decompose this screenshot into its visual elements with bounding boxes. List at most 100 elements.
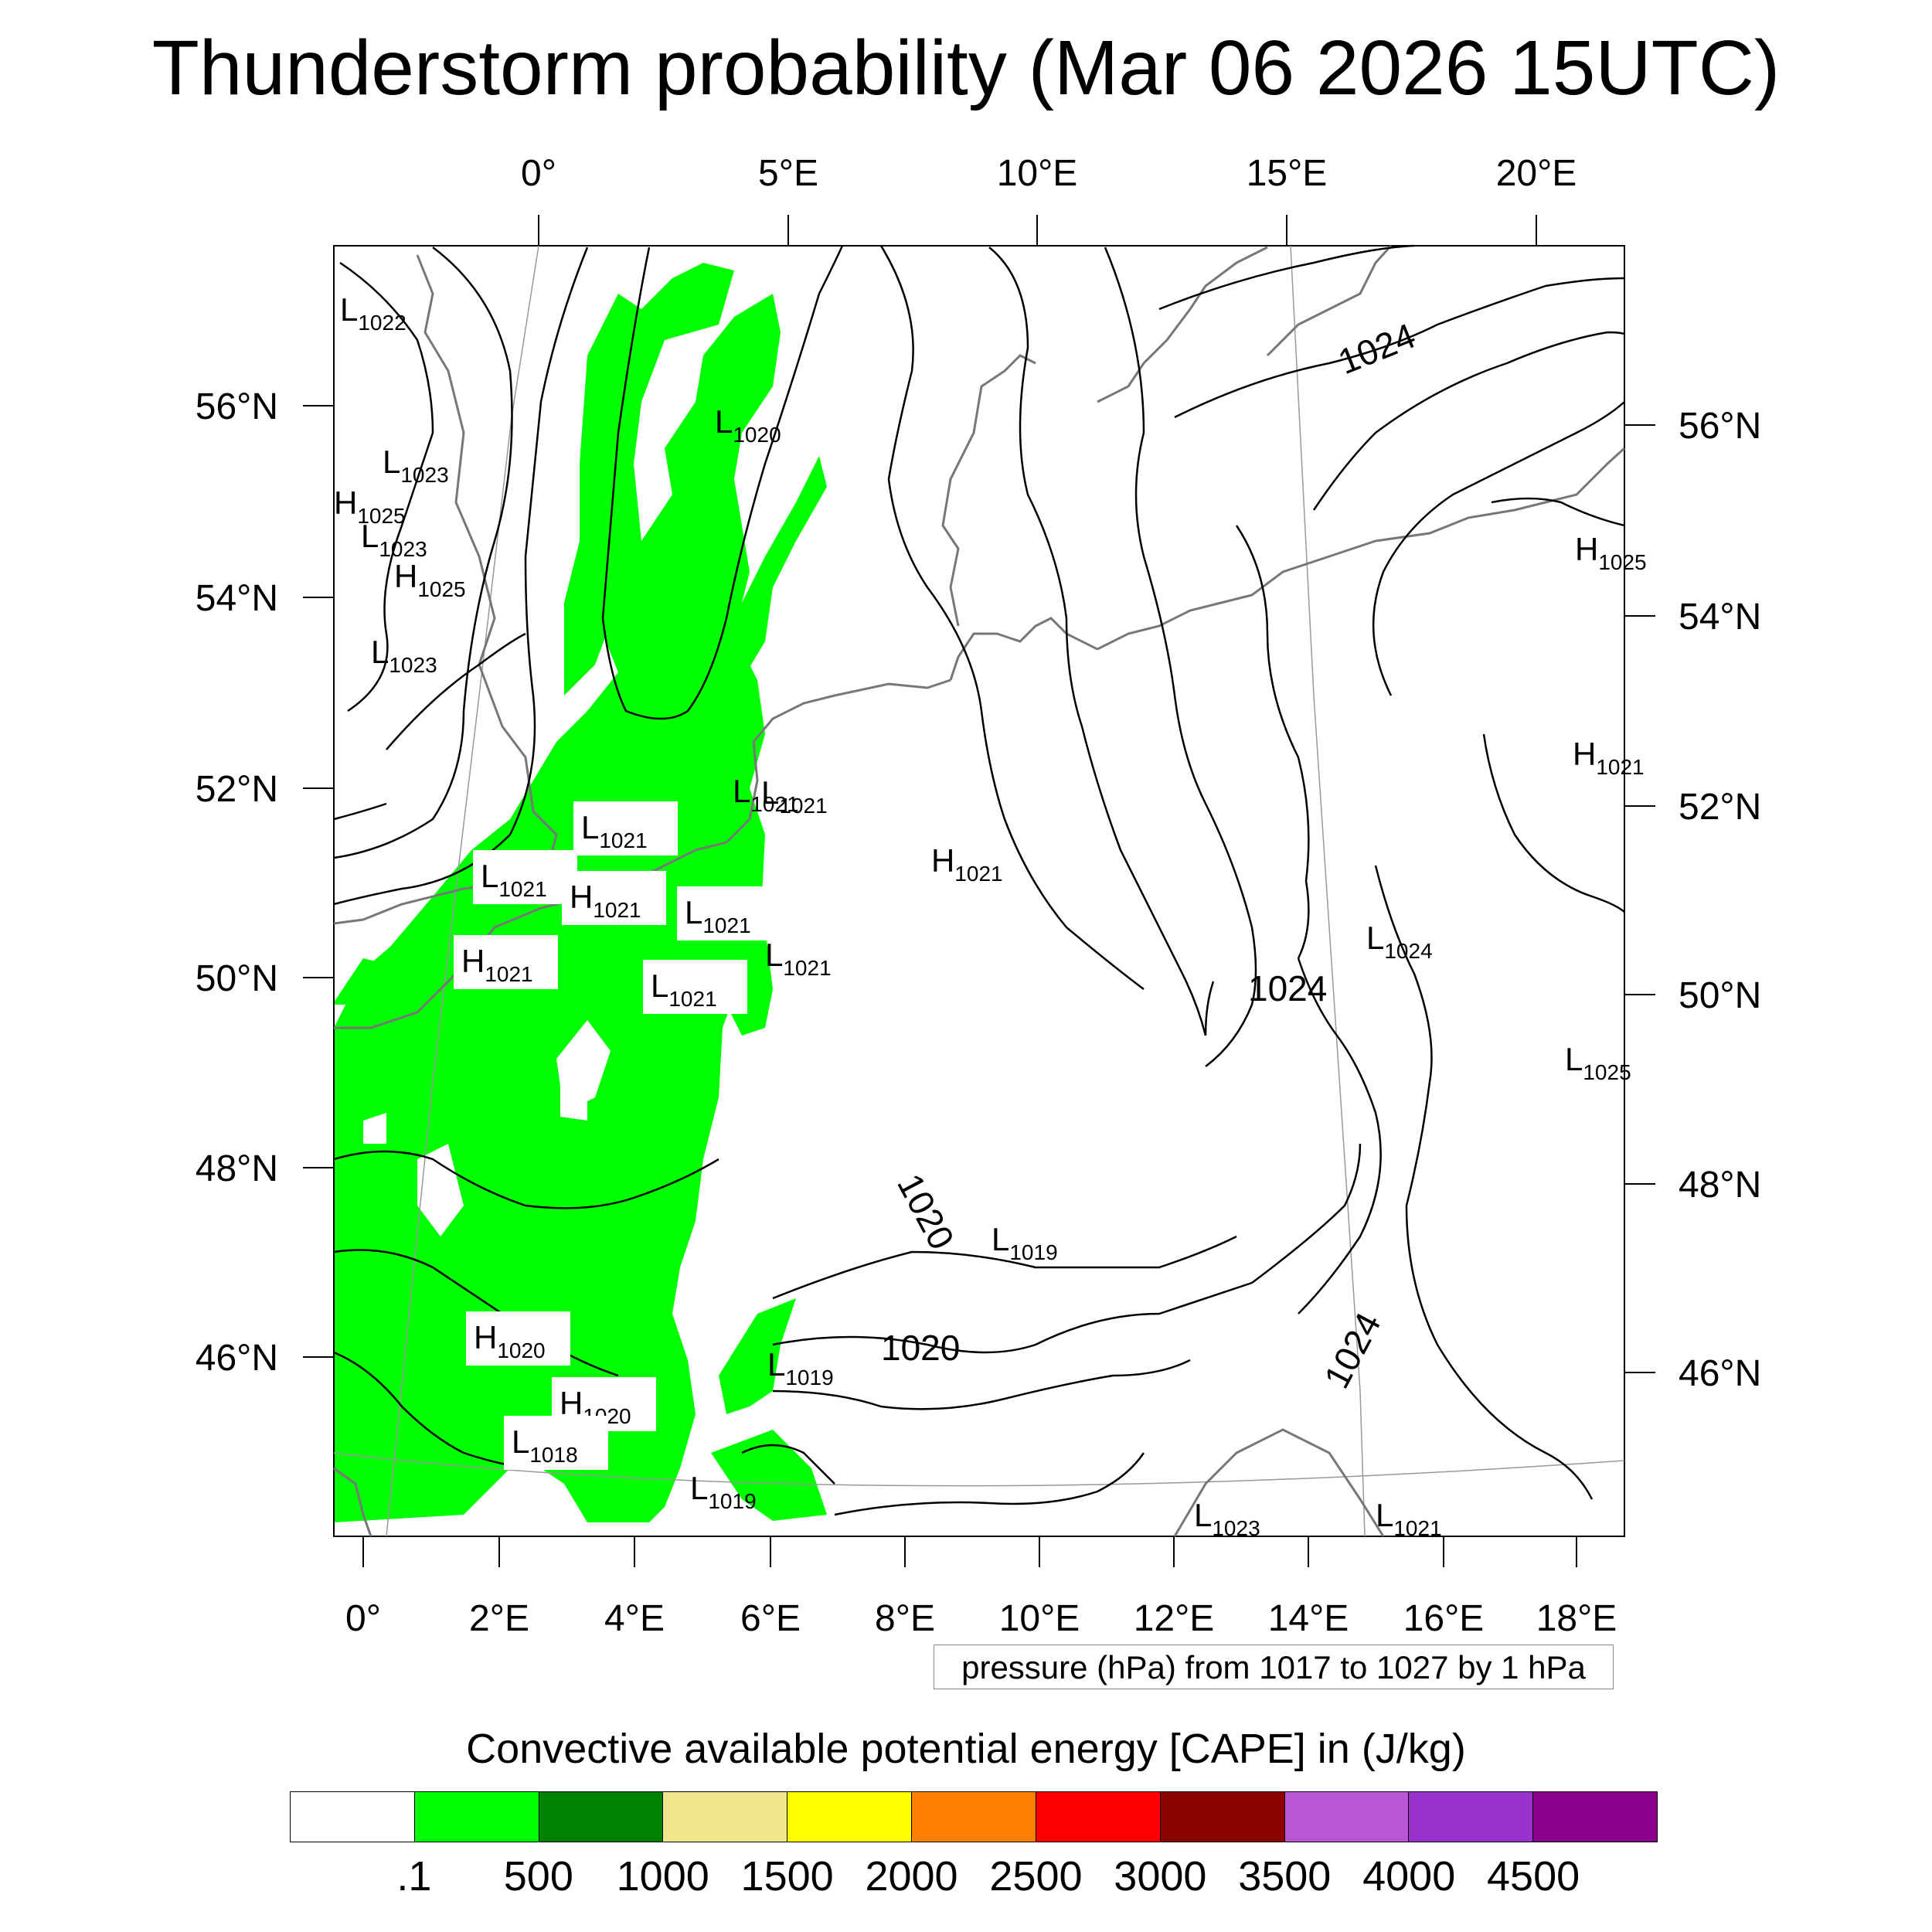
bottom-lon-label: 0° (345, 1598, 381, 1639)
low-pressure-label: L1021 (481, 858, 547, 901)
low-pressure-label: L1021 (1376, 1497, 1442, 1540)
map-frame (333, 245, 1625, 1537)
low-pressure-label: L1021 (651, 968, 717, 1011)
isobar-2 (333, 247, 589, 906)
low-pressure-label: L1021 (685, 894, 751, 937)
isobar-19 (772, 1281, 1253, 1354)
high-pressure-label: H1025 (1575, 531, 1647, 574)
isobar-15 (1482, 733, 1625, 913)
isobar-7 (1104, 247, 1257, 1067)
top-axis-labels: 0° 5°E 10°E 15°E 20°E (521, 153, 1577, 194)
isobar-17 (1251, 1143, 1362, 1284)
isobar-11 (1174, 277, 1625, 419)
isobar-28 (333, 802, 387, 821)
colorbar-swatch (414, 1792, 539, 1842)
bottom-lon-label: 18°E (1536, 1598, 1617, 1639)
left-lat-label: 46°N (196, 1338, 278, 1379)
cape-gaps (363, 1020, 611, 1236)
colorbar-swatch (1036, 1792, 1161, 1842)
isobar-18 (772, 1235, 1237, 1300)
isobar-4 (879, 245, 1145, 990)
colorbar-swatch (787, 1792, 913, 1842)
axis-ticks (303, 215, 1655, 1567)
pressure-centers: L1022L1023H1025L1023H1025L1023L1020L1021… (334, 291, 1647, 1540)
right-lat-label: 54°N (1679, 597, 1761, 638)
isobar-8 (1235, 525, 1310, 959)
top-lon-label: 10°E (997, 153, 1078, 194)
coast-poland (1468, 447, 1626, 519)
graticule (333, 245, 1625, 1537)
colorbar-swatch (1533, 1792, 1657, 1842)
colorbar-label: 500 (503, 1853, 573, 1900)
pressure-contour-note: pressure (hPa) from 1017 to 1027 by 1 hP… (934, 1645, 1614, 1689)
isobar-21 (741, 1444, 835, 1485)
pressure-label-box (454, 935, 558, 989)
colorbar-label: 1500 (740, 1853, 834, 1900)
isobar-16 (1491, 497, 1625, 527)
bottom-lon-label: 14°E (1268, 1598, 1349, 1639)
right-lat-label: 48°N (1679, 1165, 1761, 1206)
isobar-27 (386, 632, 526, 750)
colorbar-swatch (291, 1792, 415, 1842)
low-pressure-label: L1019 (767, 1346, 834, 1389)
isobar-3 (601, 245, 844, 720)
colorbar-label: 4500 (1487, 1853, 1580, 1900)
low-pressure-label: L1023 (371, 634, 437, 677)
isobar-labels: 1024 1024 1020 1020 1024 (881, 315, 1421, 1395)
right-lat-label: 56°N (1679, 406, 1761, 447)
colorbar-swatch (1284, 1792, 1410, 1842)
isobar-10 (1158, 244, 1415, 311)
low-pressure-label: L1025 (1565, 1041, 1631, 1084)
colorbar-label: 3000 (1114, 1853, 1207, 1900)
isobar-1 (333, 247, 513, 859)
isobar-label: 1024 (1332, 315, 1420, 383)
left-lat-label: 52°N (196, 769, 278, 810)
colorbar-swatch (539, 1792, 664, 1842)
isobar-22 (834, 1452, 1145, 1516)
colorbar-label: 2000 (865, 1853, 958, 1900)
right-axis-labels: 56°N 54°N 52°N 50°N 48°N 46°N (1679, 406, 1761, 1394)
isobar-label: 1024 (1316, 1306, 1389, 1395)
left-axis-labels: 56°N 54°N 52°N 50°N 48°N 46°N (196, 386, 278, 1379)
top-lon-label: 5°E (758, 153, 818, 194)
right-lat-label: 52°N (1679, 787, 1761, 828)
page-title: Thunderstorm probability (Mar 06 2026 15… (151, 25, 1781, 111)
isobar-20 (772, 1359, 1191, 1410)
left-lat-label: 56°N (196, 386, 278, 427)
cape-colorbar (290, 1791, 1658, 1842)
low-pressure-label: L1024 (1366, 920, 1433, 963)
coast-low-countries (725, 679, 951, 844)
low-pressure-label: L1019 (992, 1221, 1058, 1264)
colorbar-label: 3500 (1238, 1853, 1332, 1900)
coast-france-north (334, 841, 727, 1029)
top-lon-label: 20°E (1496, 153, 1577, 194)
cape-area-wales (332, 958, 394, 1005)
low-pressure-label: L1019 (690, 1470, 757, 1513)
low-pressure-label: L1021 (733, 773, 799, 816)
low-pressure-label: L1021 (765, 937, 832, 980)
colorbar-labels: .1 500 1000 1500 2000 2500 3000 3500 4000 4500 (290, 1845, 1658, 1907)
left-lat-label: 54°N (196, 578, 278, 619)
coast-baltic-south (1097, 516, 1469, 651)
colorbar-swatch (663, 1792, 788, 1842)
isobar-13 (1372, 401, 1625, 696)
colorbar-swatch (1160, 1792, 1285, 1842)
isobar-14 (1374, 865, 1594, 1500)
bottom-lon-label: 10°E (999, 1598, 1080, 1639)
coast-britain-east (416, 254, 558, 883)
pressure-label-box (473, 850, 577, 904)
cape-area-south (711, 1430, 827, 1521)
coast-sweden-east (1266, 244, 1393, 357)
isobar-label: 1020 (881, 1328, 960, 1368)
bottom-lon-label: 2°E (469, 1598, 529, 1639)
isobar-9 (1297, 957, 1382, 1315)
cape-area-north-sea (564, 263, 734, 696)
colorbar-title: Convective available potential energy [C… (466, 1726, 1466, 1772)
colorbar-swatch (1409, 1792, 1534, 1842)
pressure-label-box (504, 1416, 608, 1470)
bottom-lon-label: 12°E (1134, 1598, 1215, 1639)
low-pressure-label: L1023 (383, 444, 449, 487)
coast-adriatic (1173, 1428, 1385, 1537)
isobar-26 (339, 261, 434, 713)
coast-denmark (941, 354, 1036, 627)
